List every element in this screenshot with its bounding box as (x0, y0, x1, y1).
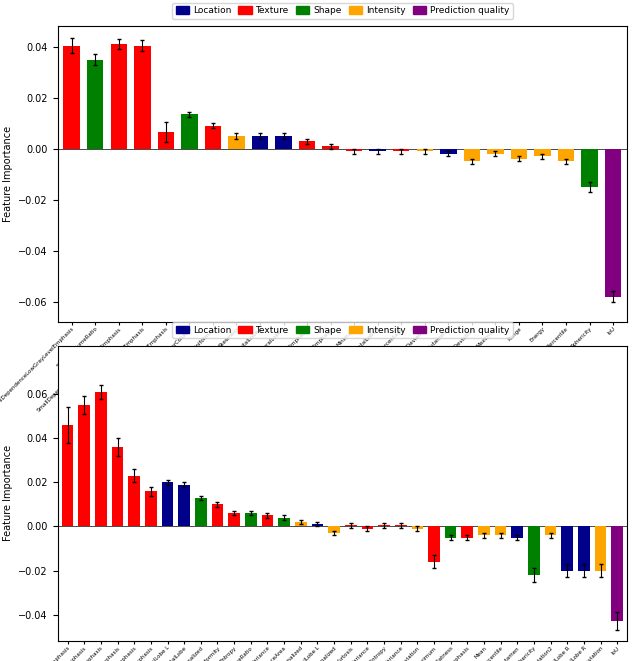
Bar (275, 136, 292, 149)
Bar (428, 526, 440, 562)
Bar (611, 526, 623, 621)
Bar (534, 149, 550, 157)
Bar (362, 526, 373, 529)
Title: (a)  DE: (a) DE (321, 525, 364, 538)
Bar (395, 525, 406, 526)
Bar (162, 483, 173, 526)
Bar (545, 526, 556, 535)
Bar (179, 485, 190, 526)
Bar (295, 522, 307, 526)
Bar (595, 526, 606, 570)
Bar (62, 425, 74, 526)
Bar (463, 149, 480, 161)
Bar (228, 136, 244, 149)
Bar (157, 132, 174, 149)
Bar (605, 149, 621, 297)
Bar (345, 525, 356, 526)
Y-axis label: Feature Importance: Feature Importance (3, 126, 13, 222)
Bar (145, 491, 157, 526)
Y-axis label: Feature Importance: Feature Importance (3, 446, 13, 541)
Bar (558, 149, 574, 161)
Bar (252, 136, 268, 149)
Legend: Location, Texture, Shape, Intensity, Prediction quality: Location, Texture, Shape, Intensity, Pre… (172, 3, 513, 19)
Bar (212, 504, 223, 526)
Bar (228, 513, 240, 526)
Bar (262, 516, 273, 526)
Bar (511, 149, 527, 159)
Bar (323, 146, 339, 149)
Bar (346, 149, 362, 151)
Bar (412, 526, 423, 529)
Bar (205, 126, 221, 149)
Bar (487, 149, 504, 154)
Bar (278, 518, 290, 526)
Bar (129, 476, 140, 526)
Bar (111, 44, 127, 149)
Bar (328, 526, 340, 533)
Bar (134, 46, 150, 149)
Bar (495, 526, 506, 535)
Bar (581, 149, 598, 187)
Bar (63, 46, 80, 149)
Bar (528, 526, 540, 575)
Bar (369, 149, 386, 151)
Bar (578, 526, 589, 570)
Legend: Location, Texture, Shape, Intensity, Prediction quality: Location, Texture, Shape, Intensity, Pre… (172, 322, 513, 338)
Bar (445, 526, 456, 537)
Bar (378, 525, 390, 526)
Bar (181, 114, 198, 149)
Bar (299, 141, 316, 149)
Bar (95, 392, 107, 526)
Bar (511, 526, 523, 537)
Bar (478, 526, 490, 535)
Bar (461, 526, 473, 537)
Bar (79, 405, 90, 526)
Bar (561, 526, 573, 570)
Bar (195, 498, 207, 526)
Bar (393, 149, 410, 151)
Bar (440, 149, 456, 154)
Bar (312, 524, 323, 526)
Bar (87, 59, 104, 149)
Bar (245, 513, 257, 526)
Bar (417, 149, 433, 151)
Bar (112, 447, 124, 526)
